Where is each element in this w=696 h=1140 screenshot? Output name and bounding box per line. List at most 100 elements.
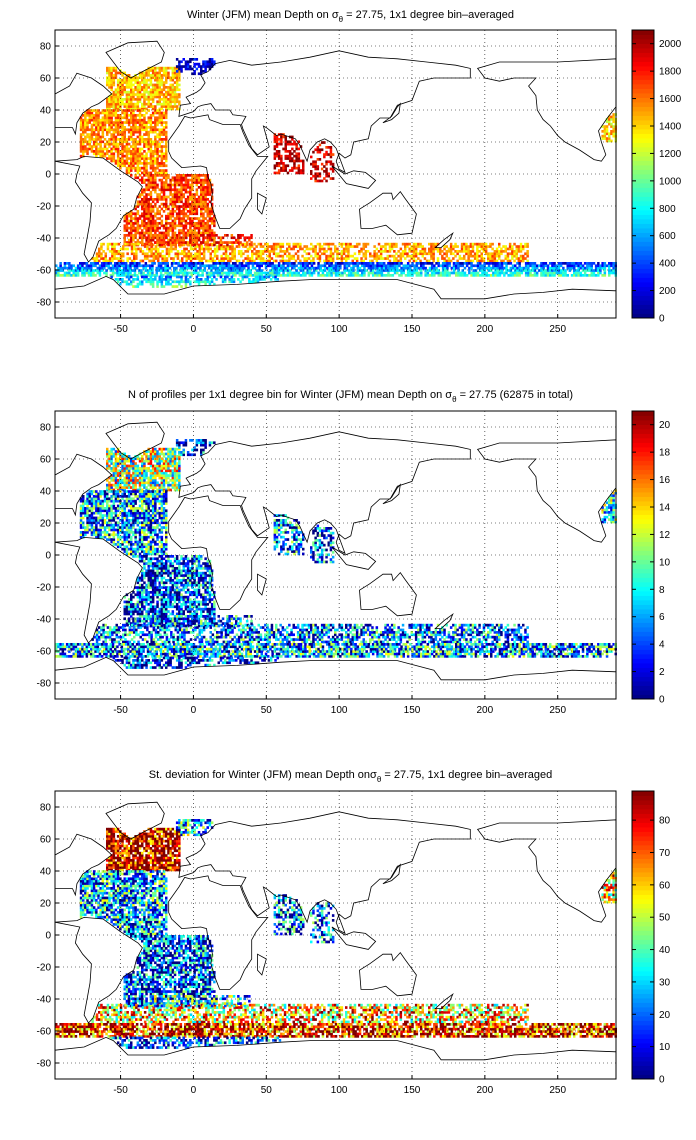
data-cell (424, 269, 426, 272)
data-cell (176, 191, 178, 194)
data-cell (176, 196, 178, 199)
data-cell (116, 269, 118, 272)
data-cell (110, 103, 112, 106)
data-cell (102, 109, 104, 112)
data-cell (191, 267, 193, 270)
data-cell (209, 60, 211, 63)
data-cell (526, 245, 528, 248)
data-cell (133, 260, 135, 263)
data-cell (432, 250, 434, 253)
data-cell (134, 121, 136, 124)
data-cell (200, 215, 202, 218)
data-cell (154, 136, 156, 139)
data-cell (415, 248, 417, 251)
data-cell (514, 272, 516, 275)
data-cell (241, 267, 243, 270)
data-cell (187, 196, 189, 199)
data-cell (196, 255, 198, 258)
data-cell (242, 244, 244, 247)
data-cell (209, 191, 211, 194)
data-cell (285, 155, 287, 158)
data-cell (348, 262, 350, 265)
data-cell (183, 241, 185, 244)
data-cell (105, 252, 107, 255)
data-cell (163, 203, 165, 206)
data-cell (105, 262, 107, 265)
data-cell (167, 215, 169, 218)
data-cell (212, 264, 214, 267)
data-cell (150, 193, 152, 196)
data-cell (84, 131, 86, 134)
data-cell (485, 243, 487, 246)
data-cell (97, 116, 99, 119)
data-cell (248, 239, 250, 242)
data-cell (437, 260, 439, 263)
data-cell (341, 257, 343, 260)
data-cell (354, 245, 356, 248)
data-cell (193, 239, 195, 242)
data-cell (167, 91, 169, 94)
data-cell (357, 272, 359, 275)
data-cell (214, 250, 216, 253)
data-cell (121, 124, 123, 127)
colorbar-segment (632, 170, 654, 175)
data-cell (280, 143, 282, 146)
data-cell (196, 63, 198, 66)
data-cell (130, 152, 132, 155)
data-cell (84, 119, 86, 122)
data-cell (91, 131, 93, 134)
data-cell (103, 272, 105, 275)
data-cell (114, 264, 116, 267)
data-cell (218, 260, 220, 263)
data-cell (321, 148, 323, 151)
data-cell (595, 269, 597, 272)
data-cell (59, 262, 61, 265)
data-cell (462, 272, 464, 275)
data-cell (163, 210, 165, 213)
data-cell (156, 86, 158, 89)
data-cell (532, 262, 534, 265)
data-cell (256, 262, 258, 265)
data-cell (106, 152, 108, 155)
data-cell (95, 150, 97, 153)
data-cell (117, 157, 119, 160)
data-cell (119, 131, 121, 134)
x-tick-label: 0 (191, 324, 197, 335)
data-cell (148, 222, 150, 225)
data-cell (113, 133, 115, 136)
data-cell (591, 269, 593, 272)
data-cell (137, 150, 139, 153)
data-cell (478, 243, 480, 246)
data-cell (185, 188, 187, 191)
data-cell (431, 274, 433, 277)
data-cell (193, 267, 195, 270)
data-cell (406, 255, 408, 258)
data-cell (275, 255, 277, 258)
data-cell (93, 121, 95, 124)
data-cell (293, 274, 295, 277)
data-cell (457, 262, 459, 265)
data-cell (244, 257, 246, 260)
data-cell (176, 276, 178, 279)
data-cell (365, 243, 367, 246)
data-cell (117, 128, 119, 131)
data-cell (244, 276, 246, 279)
data-cell (573, 272, 575, 275)
data-cell (282, 272, 284, 275)
data-cell (183, 255, 185, 258)
data-cell (481, 255, 483, 258)
data-cell (328, 267, 330, 270)
data-cell (608, 264, 610, 267)
data-cell (159, 227, 161, 230)
data-cell (141, 157, 143, 160)
data-cell (134, 174, 136, 177)
data-cell (481, 269, 483, 272)
data-cell (365, 257, 367, 260)
data-cell (163, 191, 165, 194)
data-cell (239, 272, 241, 275)
data-cell (247, 250, 249, 253)
data-cell (343, 243, 345, 246)
data-cell (324, 269, 326, 272)
data-cell (126, 81, 128, 84)
data-cell (176, 174, 178, 177)
